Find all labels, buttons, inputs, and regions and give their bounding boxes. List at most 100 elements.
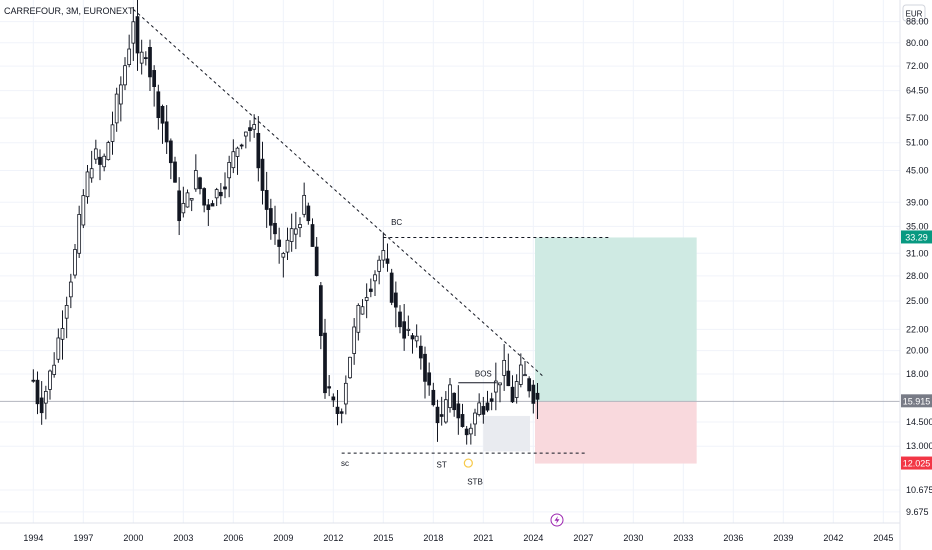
candle-body <box>35 379 40 405</box>
price-tick-label: 10.675 <box>906 485 932 495</box>
st-label: ST <box>437 461 447 470</box>
chart-title: CARREFOUR, 3M, EURONEXT <box>4 6 134 16</box>
price-tick-label: 39.00 <box>906 197 929 207</box>
price-tick-label: 9.675 <box>906 507 929 517</box>
candle-body <box>502 359 507 376</box>
range-box[interactable] <box>483 415 530 452</box>
candle-body <box>327 386 332 389</box>
time-tick-label: 2033 <box>673 533 693 543</box>
price-badge-label: 12.025 <box>903 459 931 469</box>
candle-body <box>52 364 57 375</box>
price-badge-label: 15.915 <box>903 396 931 406</box>
candle-body <box>77 214 82 254</box>
candle-body <box>535 392 540 400</box>
candle-body <box>206 204 211 210</box>
candle-body <box>518 364 523 385</box>
candle-body <box>460 414 465 427</box>
price-tick-label: 35.00 <box>906 221 929 231</box>
time-tick-label: 2015 <box>373 533 393 543</box>
time-tick-label: 1997 <box>73 533 93 543</box>
price-tick-label: 45.00 <box>906 166 929 176</box>
candle-body <box>106 142 111 161</box>
candle-body <box>223 186 227 190</box>
price-tick-label: 80.00 <box>906 38 929 48</box>
candle-body <box>427 372 432 386</box>
candle-body <box>210 203 215 207</box>
stb-marker <box>463 458 473 468</box>
stop-zone[interactable] <box>535 401 697 464</box>
price-tick-label: 31.00 <box>906 248 929 258</box>
candle-body <box>335 406 340 414</box>
candle-body <box>177 190 182 222</box>
candle-body <box>48 370 52 390</box>
trendline[interactable] <box>132 8 544 377</box>
candle-body <box>64 305 69 319</box>
candle-body <box>473 412 477 425</box>
drawings[interactable] <box>132 8 609 454</box>
candle-body <box>485 402 490 411</box>
candle-body <box>481 406 486 415</box>
candle-body <box>168 140 173 164</box>
candle-body <box>414 335 419 342</box>
price-tick-label: 14.500 <box>906 417 932 427</box>
candle-body <box>443 399 448 423</box>
candle-body <box>273 222 277 235</box>
candle-body <box>135 16 140 54</box>
candle-body <box>239 144 244 147</box>
price-badge-label: 33.29 <box>905 232 928 242</box>
candle-body <box>377 259 382 272</box>
candle-body <box>514 381 519 398</box>
price-badge <box>901 456 932 470</box>
candle-body <box>202 188 207 206</box>
candle-body <box>418 345 423 359</box>
time-tick-label: 2009 <box>273 533 293 543</box>
time-tick-label: 2000 <box>123 533 143 543</box>
price-tick-label: 22.00 <box>906 324 929 334</box>
candle-body <box>364 297 369 301</box>
time-tick-label: 2006 <box>223 533 243 543</box>
price-badge <box>901 230 932 244</box>
price-tick-label: 25.00 <box>906 296 929 306</box>
candle-body <box>360 306 365 315</box>
candle-body <box>302 194 307 215</box>
candle-body <box>285 239 290 253</box>
candle-body <box>477 402 482 415</box>
candle-body <box>218 191 223 197</box>
candle-body <box>139 51 144 64</box>
candle-body <box>435 406 440 424</box>
target-zone[interactable] <box>535 237 697 402</box>
time-tick-label: 2012 <box>323 533 343 543</box>
candle-body <box>527 378 532 392</box>
lightning-icon[interactable] <box>550 513 564 527</box>
candle-body <box>131 21 136 44</box>
stb-label: STB <box>467 477 483 486</box>
candle-body <box>31 379 36 382</box>
candle-body <box>93 148 98 160</box>
candle-body <box>198 177 202 190</box>
candle-body <box>102 155 107 168</box>
candle-body <box>431 389 436 406</box>
time-tick-label: 1994 <box>23 533 43 543</box>
time-tick-label: 2018 <box>423 533 443 543</box>
candle-body <box>306 205 311 222</box>
candle-body <box>498 382 502 386</box>
candle-body <box>381 250 386 261</box>
candle-body <box>118 84 123 105</box>
candle-body <box>123 65 127 86</box>
time-tick-label: 2021 <box>473 533 493 543</box>
candle-body <box>235 147 240 157</box>
candle-body <box>85 171 90 198</box>
price-tick-label: 64.50 <box>906 86 929 96</box>
candle-body <box>173 161 177 183</box>
candle-body <box>277 239 282 247</box>
price-axis[interactable]: 88.00 80.00 72.00 64.50 57.00 51.00 45.00 39.00… <box>906 17 932 517</box>
time-tick-label: 2036 <box>723 533 743 543</box>
time-axis[interactable]: 1994 1997 2000 2003 2006 2009 2012 2015 2018 2021… <box>23 533 893 543</box>
candle-body <box>227 162 232 179</box>
candle-body <box>110 124 115 142</box>
currency-button[interactable]: EUR <box>902 4 926 22</box>
candle-body <box>343 382 348 405</box>
candle-body <box>402 321 407 339</box>
